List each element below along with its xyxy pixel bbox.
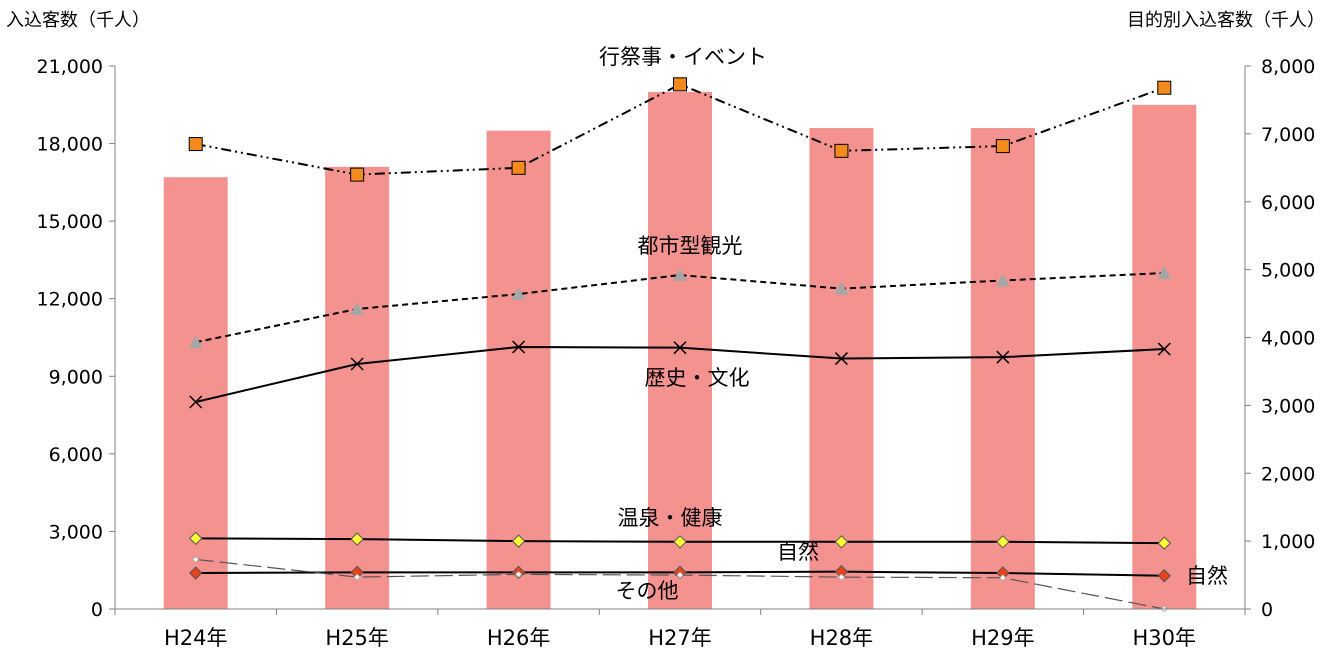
bar-2 [486,130,551,609]
series-5-point-1 [353,573,361,581]
series-3-point-6 [1157,536,1171,550]
series-0-point-5 [995,139,1010,154]
series-2-point-5 [996,350,1010,364]
x-tick-label-5: H29年 [971,626,1035,650]
series-5-point-3 [676,571,684,579]
series-0-point-1 [350,167,365,182]
series-1-point-3 [673,268,687,282]
series-label-event: 行祭事・イベント [599,45,767,69]
x-tick-label-4: H28年 [810,626,874,650]
y-left-axis-title: 入込客数（千人） [6,10,150,31]
y-left-tick-label-5: 15,000 [37,211,103,233]
series-3-point-2 [511,534,526,548]
axes-layer: 入込客数（千人） 目的別入込客数（千人） 0 3,000 6,000 9,000 12,… [6,10,1325,650]
y-right-tick-label-0: 0 [1261,599,1273,621]
series-5-point-4 [837,573,845,581]
y-right-axis-title: 目的別入込客数（千人） [1127,10,1325,31]
bars-layer [163,91,1197,610]
y-right-tick-label-4: 4,000 [1261,328,1315,350]
y-right-tick-label-6: 6,000 [1261,192,1315,214]
y-left-tick-label-0: 0 [91,599,103,621]
y-right-tick-label-2: 2,000 [1261,463,1315,485]
series-label-other: その他 [616,579,679,603]
x-tick-label-2: H26年 [487,626,551,650]
series-0-point-3 [673,77,687,92]
y-right-tick-label-1: 1,000 [1261,531,1315,553]
bar-4 [809,128,874,610]
series-2-point-2 [512,340,526,354]
series-2-point-3 [673,341,687,355]
series-0-point-6 [1157,80,1172,95]
series-3-point-1 [350,532,364,546]
y-left-tick-label-7: 21,000 [37,56,103,78]
series-1-point-6 [1157,266,1172,280]
bar-6 [1132,104,1197,610]
y-right-tick-label-7: 7,000 [1261,124,1315,146]
series-1-point-2 [511,287,526,301]
series-label-nature-mid: 自然 [777,540,819,564]
y-left-tick-label-1: 3,000 [49,521,103,543]
x-tick-label-6: H30年 [1133,626,1197,650]
series-label-urban: 都市型観光 [638,234,743,258]
y-left-tick-label-2: 6,000 [49,444,103,466]
y-right-tick-label-5: 5,000 [1261,260,1315,282]
series-4-point-6 [1157,569,1171,583]
series-labels-layer: 行祭事・イベント 都市型観光 歴史・文化 温泉・健康 自然 その他 自然 [599,45,1228,603]
series-3-point-5 [996,535,1010,549]
series-0-point-4 [834,143,849,158]
series-2-point-0 [189,395,203,409]
series-label-onsen: 温泉・健康 [618,506,723,530]
y-left-tick-label-4: 12,000 [37,289,103,311]
y-left-tick-label-3: 9,000 [49,366,103,388]
y-left-tick-label-6: 18,000 [37,134,103,156]
x-tick-label-3: H27年 [648,626,712,650]
series-5-point-0 [192,555,200,564]
series-3-point-3 [673,535,687,549]
bar-3 [648,91,712,610]
markers-layer [188,77,1172,613]
bar-5 [970,128,1035,610]
series-2-point-1 [350,357,364,371]
series-2-point-4 [834,352,848,366]
series-4-point-0 [189,566,203,580]
series-2-point-6 [1157,342,1171,356]
series-3-point-4 [834,535,849,549]
series-5-point-2 [515,570,523,578]
series-label-history: 歴史・文化 [645,366,750,390]
series-1-point-5 [995,273,1010,287]
series-1-point-0 [188,335,203,349]
series-3-point-0 [189,531,203,546]
series-0-point-2 [511,160,526,175]
y-right-tick-label-8: 8,000 [1261,56,1315,78]
series-0-point-0 [188,137,203,152]
series-5-point-5 [999,574,1007,582]
x-tick-label-0: H24年 [164,626,228,650]
x-tick-label-1: H25年 [325,626,389,650]
y-right-tick-label-3: 3,000 [1261,395,1315,417]
series-1-point-1 [350,301,365,315]
series-1-point-4 [834,281,849,295]
series-label-nature-end: 自然 [1186,564,1228,588]
